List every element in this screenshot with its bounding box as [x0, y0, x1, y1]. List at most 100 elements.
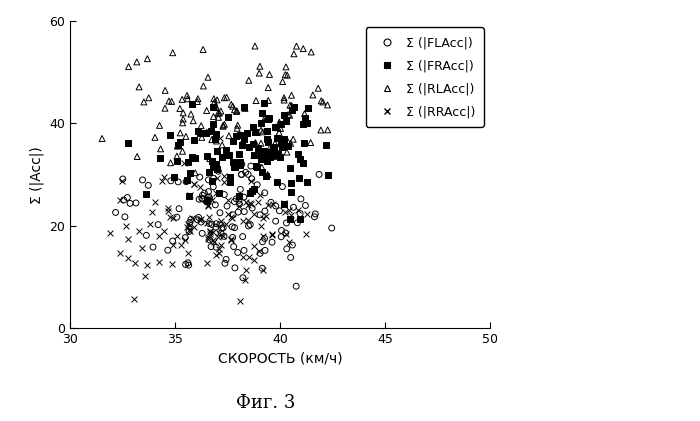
Σ (|RLAcc|) [264, 71, 275, 78]
Σ (|RRAcc|) [293, 207, 304, 214]
Σ (|RRAcc|) [120, 223, 131, 230]
Σ (|RLAcc|) [299, 110, 310, 117]
Σ (|RLAcc|) [163, 98, 174, 104]
Σ (|RLAcc|) [181, 92, 193, 99]
Σ (|FLAcc|) [186, 216, 197, 223]
Σ (|RRAcc|) [267, 200, 279, 207]
Σ (|RLAcc|) [315, 127, 326, 133]
Σ (|RRAcc|) [253, 198, 264, 205]
Σ (|FLAcc|) [238, 194, 249, 200]
Σ (|FLAcc|) [180, 261, 191, 268]
Σ (|FRAcc|) [273, 151, 284, 158]
Σ (|RRAcc|) [207, 228, 218, 235]
Σ (|FRAcc|) [228, 163, 239, 170]
Σ (|RRAcc|) [302, 211, 313, 218]
Σ (|FRAcc|) [279, 112, 290, 118]
Σ (|RRAcc|) [204, 229, 216, 236]
Σ (|FRAcc|) [269, 145, 280, 152]
Σ (|RLAcc|) [143, 94, 154, 101]
Σ (|FLAcc|) [208, 184, 219, 190]
Σ (|FLAcc|) [270, 218, 281, 224]
Σ (|RRAcc|) [162, 205, 174, 212]
Σ (|RLAcc|) [322, 101, 333, 108]
Σ (|FLAcc|) [233, 197, 244, 204]
Σ (|FLAcc|) [211, 244, 222, 250]
Σ (|FRAcc|) [189, 155, 200, 161]
Σ (|FRAcc|) [275, 140, 286, 147]
Σ (|RRAcc|) [129, 260, 140, 266]
Σ (|FRAcc|) [181, 177, 193, 184]
Σ (|RLAcc|) [238, 136, 249, 143]
Σ (|FRAcc|) [205, 128, 216, 134]
Σ (|FLAcc|) [251, 181, 262, 188]
Σ (|RRAcc|) [181, 223, 193, 230]
Σ (|FRAcc|) [262, 136, 273, 142]
Σ (|RRAcc|) [245, 177, 256, 184]
Σ (|RLAcc|) [316, 97, 327, 104]
Σ (|FLAcc|) [213, 168, 224, 175]
Σ (|FRAcc|) [223, 151, 235, 158]
Σ (|FRAcc|) [244, 189, 256, 196]
Text: Фиг. 3: Фиг. 3 [237, 394, 295, 413]
Σ (|RLAcc|) [256, 164, 267, 171]
Σ (|RLAcc|) [322, 126, 333, 133]
Σ (|FRAcc|) [207, 163, 218, 170]
Σ (|RRAcc|) [167, 261, 178, 267]
Σ (|FLAcc|) [274, 208, 285, 214]
Σ (|FLAcc|) [244, 221, 256, 228]
Σ (|RRAcc|) [260, 213, 272, 220]
Σ (|FRAcc|) [216, 154, 228, 161]
Σ (|RRAcc|) [179, 160, 190, 166]
Σ (|FRAcc|) [302, 179, 313, 185]
Σ (|RRAcc|) [164, 213, 176, 220]
Σ (|RLAcc|) [204, 155, 216, 162]
Σ (|RLAcc|) [262, 84, 274, 91]
Σ (|RRAcc|) [239, 277, 251, 284]
Σ (|RRAcc|) [214, 249, 225, 256]
Σ (|RRAcc|) [211, 190, 222, 197]
Σ (|FLAcc|) [141, 232, 152, 239]
Σ (|FLAcc|) [201, 199, 212, 205]
Σ (|RLAcc|) [286, 92, 297, 99]
Σ (|FLAcc|) [183, 262, 195, 269]
Σ (|FRAcc|) [262, 154, 273, 160]
Σ (|FLAcc|) [197, 192, 208, 199]
Σ (|RLAcc|) [262, 171, 273, 178]
Σ (|FRAcc|) [187, 101, 198, 107]
Σ (|FRAcc|) [267, 152, 279, 159]
Σ (|RRAcc|) [267, 231, 278, 238]
Σ (|RLAcc|) [279, 94, 290, 101]
Σ (|FRAcc|) [275, 120, 286, 127]
Σ (|RLAcc|) [176, 96, 188, 103]
Σ (|FLAcc|) [255, 250, 266, 257]
Σ (|FRAcc|) [301, 120, 312, 126]
Σ (|RLAcc|) [202, 74, 214, 81]
Σ (|FRAcc|) [234, 162, 246, 169]
Σ (|RLAcc|) [211, 138, 222, 144]
Σ (|RRAcc|) [284, 206, 295, 213]
Σ (|RRAcc|) [144, 220, 155, 227]
Σ (|FLAcc|) [174, 205, 185, 212]
Σ (|FLAcc|) [216, 225, 228, 232]
Σ (|RRAcc|) [213, 245, 224, 252]
Σ (|FLAcc|) [255, 211, 266, 218]
Σ (|RRAcc|) [223, 211, 234, 218]
Σ (|RRAcc|) [203, 213, 214, 220]
Σ (|FLAcc|) [237, 233, 248, 240]
Σ (|FRAcc|) [174, 139, 186, 146]
Σ (|FLAcc|) [265, 199, 276, 205]
Σ (|RRAcc|) [202, 202, 214, 209]
Σ (|RRAcc|) [225, 213, 236, 220]
Σ (|FLAcc|) [130, 200, 141, 206]
Σ (|RLAcc|) [234, 131, 245, 138]
Σ (|FRAcc|) [248, 186, 260, 192]
Σ (|FLAcc|) [206, 221, 218, 228]
Σ (|RLAcc|) [208, 95, 219, 102]
Σ (|RRAcc|) [194, 184, 205, 190]
Σ (|RLAcc|) [218, 122, 229, 129]
Σ (|RLAcc|) [260, 151, 271, 158]
Σ (|FLAcc|) [204, 220, 215, 227]
Y-axis label: Σ (|Acc|): Σ (|Acc|) [29, 146, 43, 204]
Σ (|FRAcc|) [276, 144, 288, 150]
Σ (|FLAcc|) [257, 265, 268, 272]
